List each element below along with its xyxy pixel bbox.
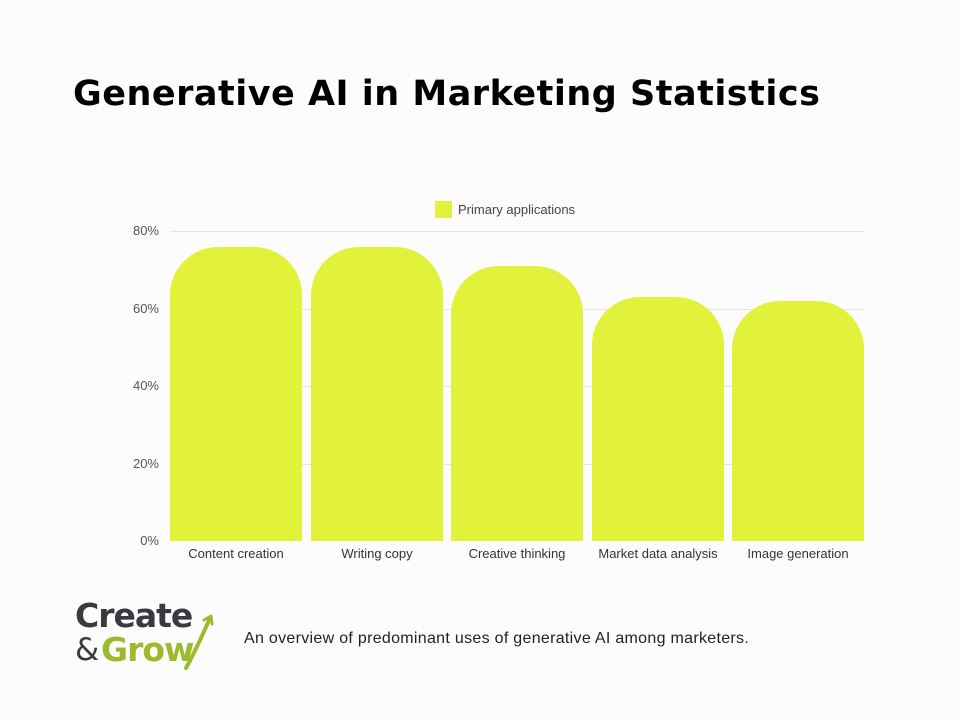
chart-title: Generative AI in Marketing Statistics <box>73 74 821 114</box>
legend-label: Primary applications <box>458 202 576 217</box>
x-category-label: Market data analysis <box>598 546 718 561</box>
create-and-grow-logo: Create & Grow <box>72 596 217 674</box>
logo-swoosh-icon <box>184 614 214 670</box>
y-tick-label: 80% <box>132 223 159 238</box>
logo-grow-text: Grow <box>101 630 195 669</box>
gridline <box>170 231 864 232</box>
logo-create-text: Create <box>75 596 193 635</box>
x-category-label: Image generation <box>747 546 849 561</box>
logo-ampersand: & <box>75 632 100 668</box>
bar-market-data-analysis <box>592 296 724 541</box>
x-category-label: Content creation <box>188 546 284 561</box>
bar-image-generation <box>732 300 864 541</box>
chart-caption: An overview of predominant uses of gener… <box>244 630 750 647</box>
x-category-label: Writing copy <box>341 546 413 561</box>
bar-creative-thinking <box>451 265 583 541</box>
legend-swatch <box>435 201 452 218</box>
bar-content-creation <box>170 246 302 541</box>
y-tick-label: 40% <box>132 378 159 393</box>
chart-legend: Primary applications <box>435 201 575 218</box>
y-tick-label: 60% <box>132 300 159 316</box>
bar-writing-copy <box>311 246 443 541</box>
y-tick-label: 20% <box>132 455 159 471</box>
x-category-label: Creative thinking <box>468 546 566 561</box>
y-tick-label: 0% <box>140 533 159 548</box>
